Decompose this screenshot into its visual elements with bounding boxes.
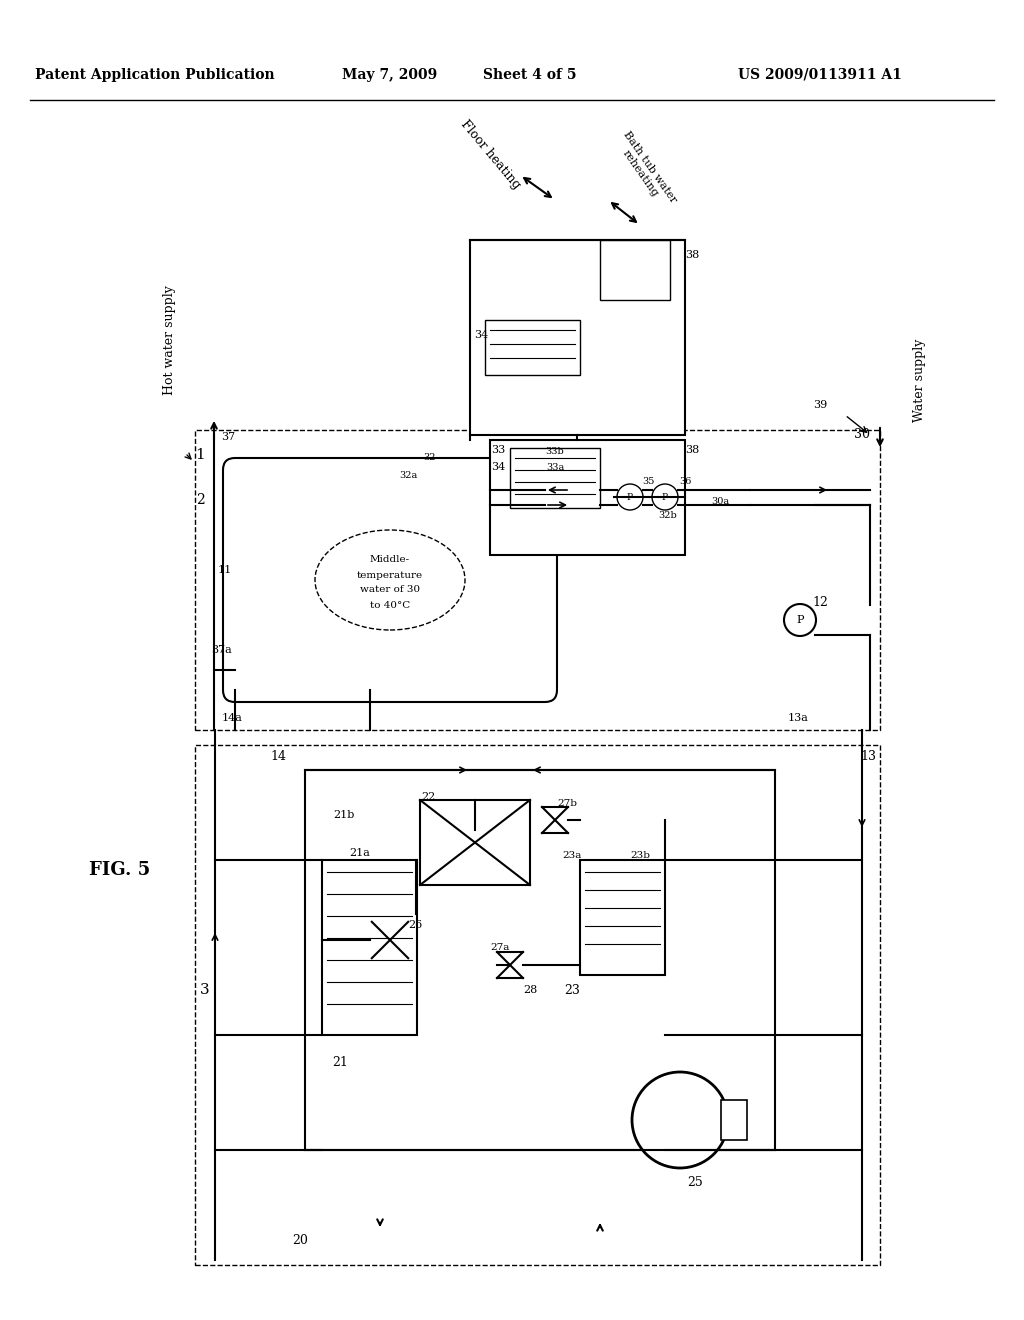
Text: 1: 1 — [196, 447, 205, 462]
Circle shape — [364, 913, 416, 966]
FancyBboxPatch shape — [721, 1100, 746, 1140]
Text: 2: 2 — [196, 492, 205, 507]
Text: 35: 35 — [642, 478, 654, 487]
Text: 32: 32 — [424, 454, 436, 462]
Bar — [490, 440, 685, 554]
Text: 34: 34 — [474, 330, 488, 341]
Text: Bath tub water
reheating: Bath tub water reheating — [611, 129, 678, 211]
Text: 32a: 32a — [399, 471, 417, 480]
Bar — [195, 430, 880, 730]
Text: 22: 22 — [421, 792, 435, 803]
Bar — [580, 861, 665, 975]
Text: P: P — [662, 492, 668, 502]
Text: FIG. 5: FIG. 5 — [89, 861, 151, 879]
Bar — [322, 861, 417, 1035]
Text: 26: 26 — [408, 920, 422, 931]
Text: 3: 3 — [200, 983, 210, 997]
Text: 25: 25 — [687, 1176, 702, 1188]
Text: 21b: 21b — [334, 810, 354, 820]
Circle shape — [784, 605, 816, 636]
Text: P: P — [797, 615, 804, 624]
Circle shape — [632, 1072, 728, 1168]
Text: 21a: 21a — [349, 847, 371, 858]
Text: 14: 14 — [270, 751, 286, 763]
Text: 12: 12 — [812, 595, 828, 609]
Text: Patent Application Publication: Patent Application Publication — [35, 69, 274, 82]
Text: 23b: 23b — [630, 850, 650, 859]
Bar — [600, 240, 670, 300]
Text: Water supply: Water supply — [913, 338, 927, 421]
Text: 33a: 33a — [546, 463, 564, 473]
Text: 20: 20 — [292, 1233, 308, 1246]
Text: 13: 13 — [860, 751, 876, 763]
Text: 23a: 23a — [562, 850, 582, 859]
Text: 32b: 32b — [658, 511, 677, 520]
Circle shape — [617, 484, 643, 510]
Bar — [470, 240, 685, 436]
Text: 11: 11 — [218, 565, 232, 576]
Text: 34: 34 — [490, 462, 505, 473]
Text: Middle-: Middle- — [370, 556, 410, 565]
Text: 27a: 27a — [490, 944, 510, 953]
Text: 37a: 37a — [212, 645, 232, 655]
Text: 13a: 13a — [787, 713, 808, 723]
Text: 38: 38 — [685, 445, 699, 455]
Text: 14a: 14a — [221, 713, 243, 723]
Text: P: P — [627, 492, 633, 502]
Text: 30a: 30a — [711, 498, 729, 507]
Bar — [195, 744, 880, 1265]
Bar — [305, 770, 775, 1150]
Text: 36: 36 — [679, 478, 691, 487]
Text: water of 30: water of 30 — [360, 586, 420, 594]
FancyBboxPatch shape — [223, 458, 557, 702]
Text: Sheet 4 of 5: Sheet 4 of 5 — [483, 69, 577, 82]
Text: 28: 28 — [523, 985, 538, 995]
Bar — [485, 319, 580, 375]
Bar — [510, 447, 600, 508]
Text: 21: 21 — [332, 1056, 348, 1068]
Text: temperature: temperature — [357, 570, 423, 579]
Text: May 7, 2009: May 7, 2009 — [342, 69, 437, 82]
Text: 30: 30 — [854, 429, 870, 441]
Text: 27b: 27b — [557, 799, 577, 808]
Text: 33b: 33b — [546, 447, 564, 457]
Text: 23: 23 — [564, 983, 580, 997]
Bar — [420, 800, 530, 884]
Text: to 40°C: to 40°C — [370, 601, 411, 610]
Text: 38: 38 — [685, 249, 699, 260]
Text: Floor heating: Floor heating — [458, 117, 522, 191]
Text: Hot water supply: Hot water supply — [164, 285, 176, 395]
Text: US 2009/0113911 A1: US 2009/0113911 A1 — [738, 69, 902, 82]
Text: 33: 33 — [490, 445, 505, 455]
Circle shape — [652, 484, 678, 510]
Text: 39: 39 — [813, 400, 827, 411]
Text: 37: 37 — [221, 432, 236, 442]
